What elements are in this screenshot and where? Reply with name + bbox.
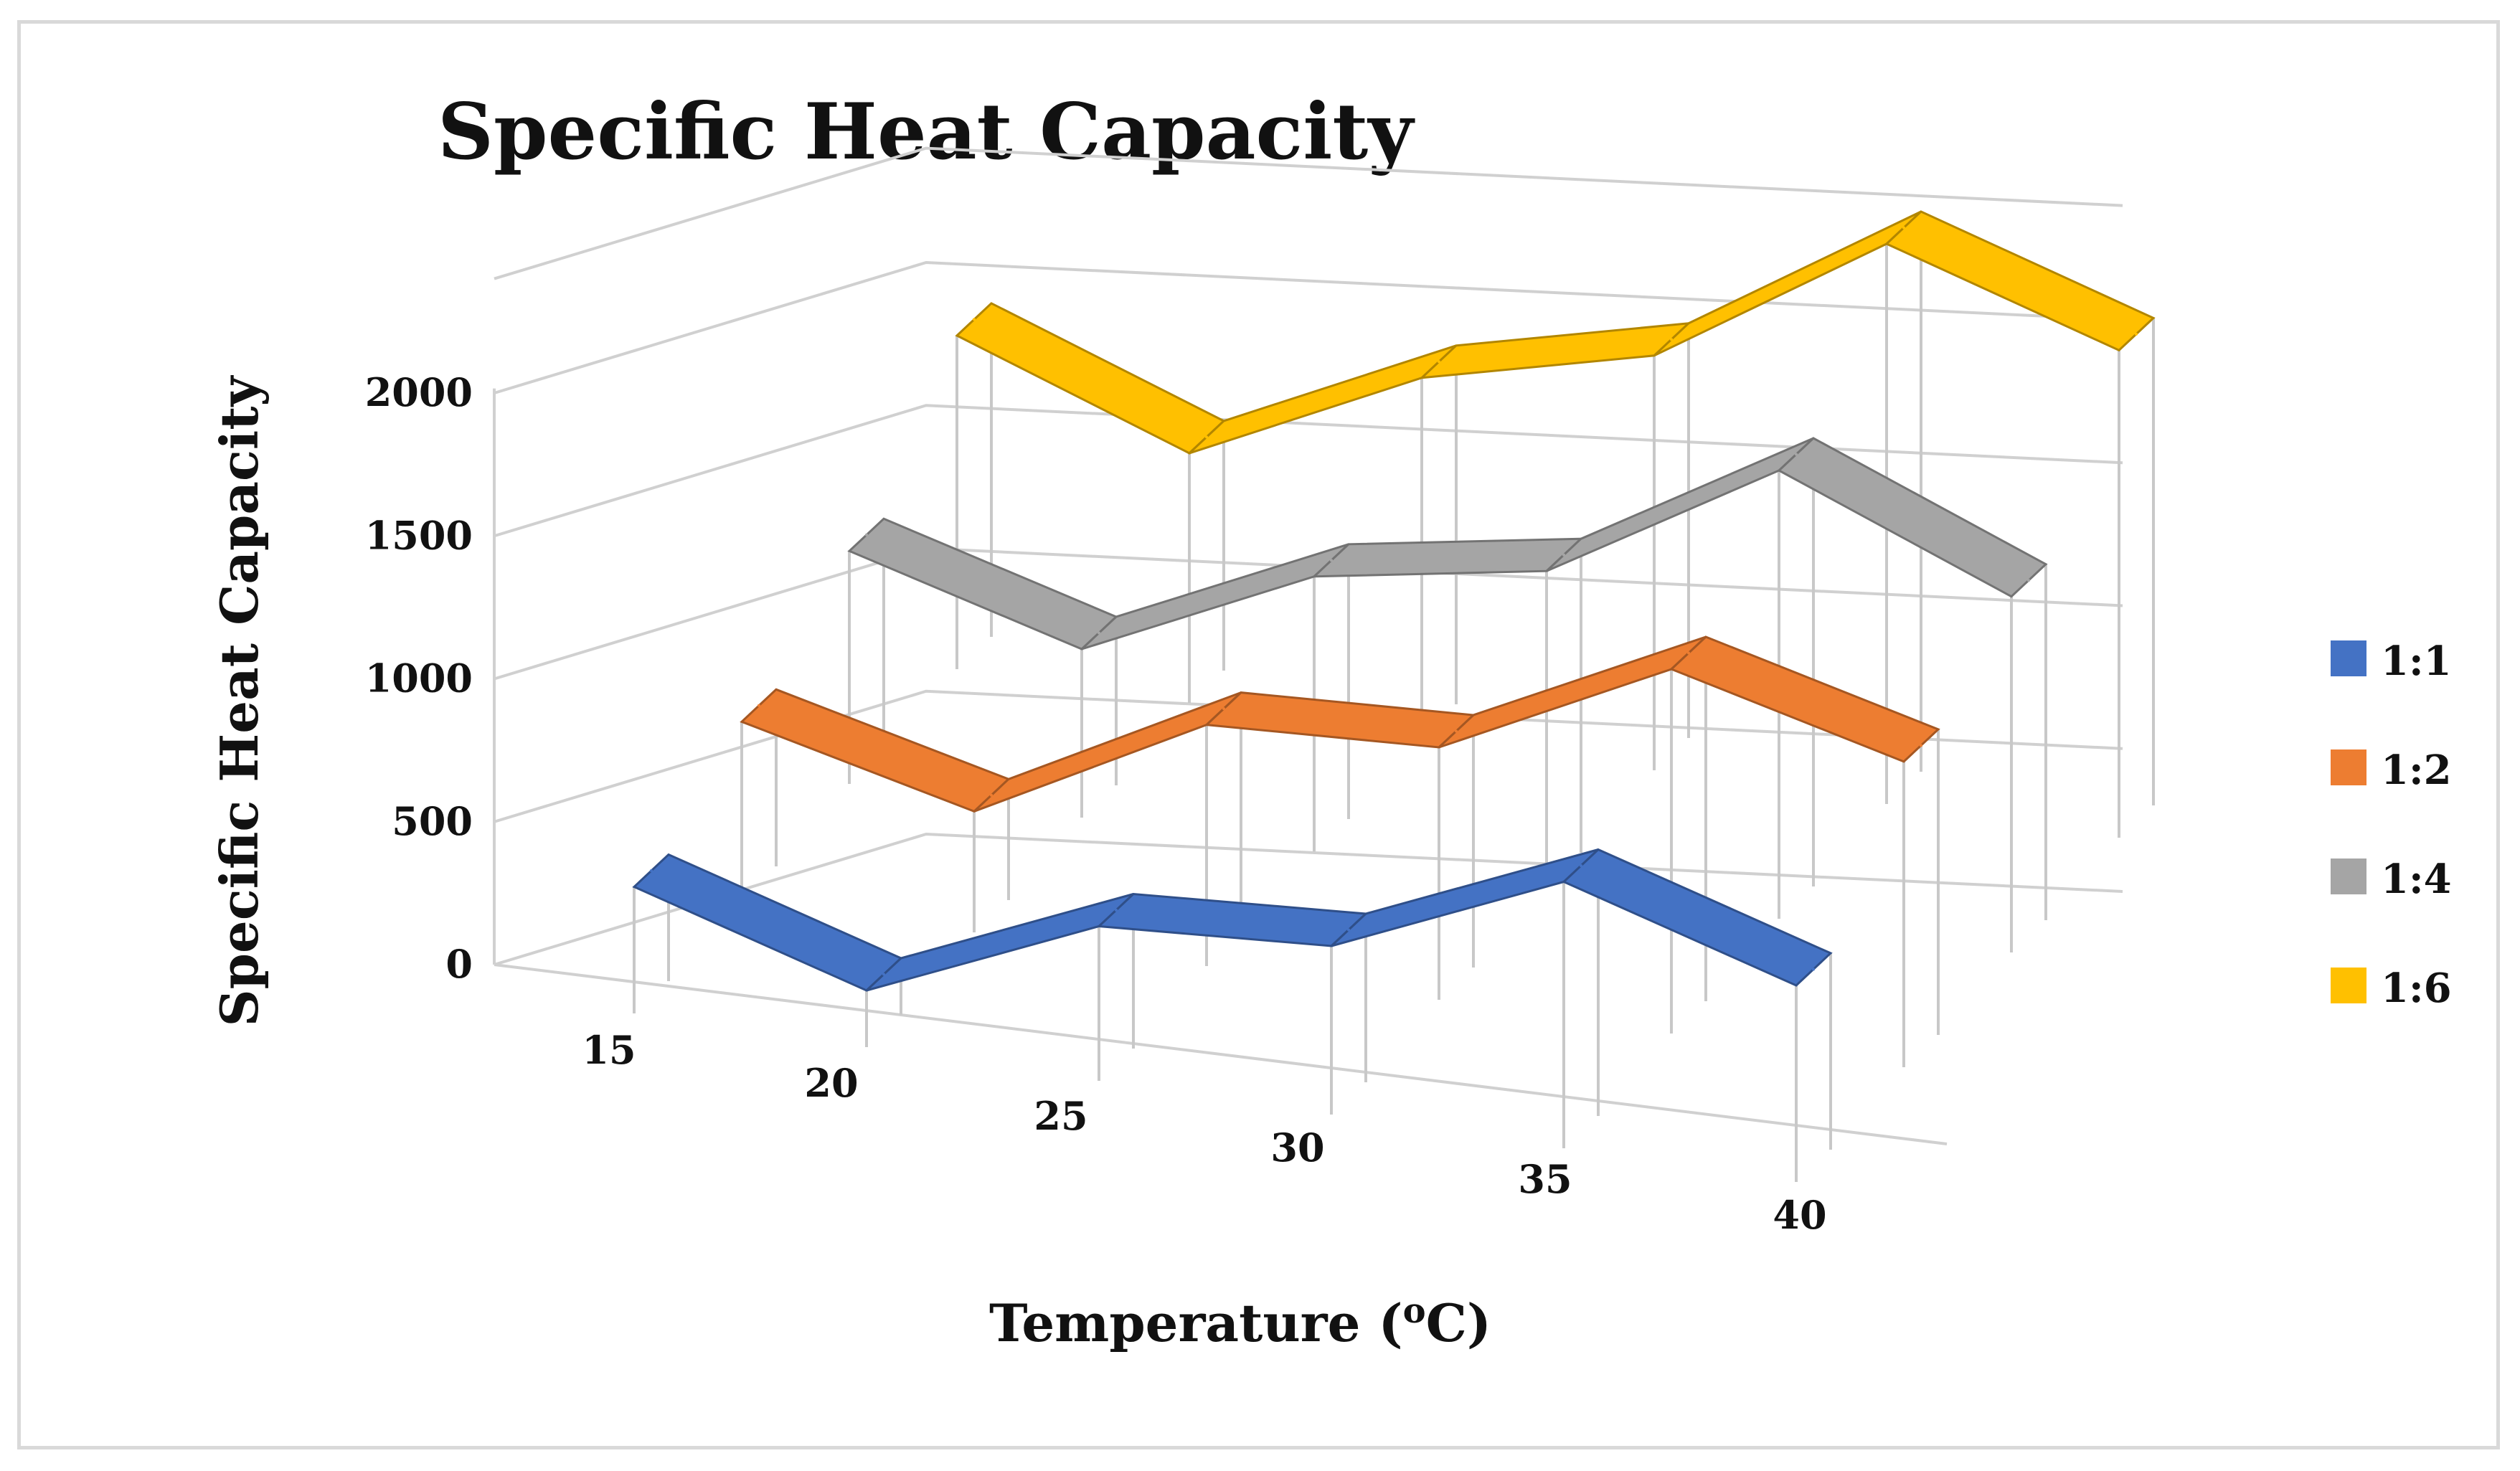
legend-swatch xyxy=(2331,859,2366,894)
series-layer xyxy=(632,210,2156,1182)
data-point xyxy=(1115,909,1118,912)
chart-title: Specific Heat Capacity xyxy=(438,87,1415,177)
x-axis-line xyxy=(494,963,1948,1145)
data-point xyxy=(882,973,885,976)
legend-label: 1:6 xyxy=(2381,965,2452,1012)
ribbon-segment xyxy=(973,691,1242,813)
series-1-1 xyxy=(632,848,1833,1182)
data-point xyxy=(1222,707,1225,711)
legend: 1:1 1:2 1:4 1:6 xyxy=(2331,638,2452,1012)
data-point xyxy=(1902,226,1905,230)
y-tick-label: 0 xyxy=(445,941,473,987)
ribbon-segment xyxy=(1884,210,2156,352)
ribbon-segment xyxy=(847,517,1118,651)
data-point xyxy=(2135,332,2138,336)
data-point xyxy=(973,318,976,321)
ribbon-segment xyxy=(1545,437,1815,572)
ribbon-segment xyxy=(1669,635,1940,763)
grid-layer xyxy=(493,146,2123,1145)
gridline xyxy=(494,404,2123,538)
y-tick-label: 1500 xyxy=(365,512,473,558)
gridline xyxy=(494,260,2123,394)
ribbon-segment xyxy=(1438,635,1707,749)
legend-swatch xyxy=(2331,749,2366,785)
x-axis-label-main: Temperature ( xyxy=(989,1292,1403,1353)
ribbon-segment xyxy=(1330,848,1600,947)
gridline xyxy=(494,832,2123,966)
gridline xyxy=(494,689,2123,823)
ribbon-segment xyxy=(955,302,1226,455)
ribbon-segment xyxy=(1311,537,1584,578)
y-tick-label: 1000 xyxy=(365,656,473,701)
data-point xyxy=(1812,968,1815,971)
x-tick-label: 35 xyxy=(1518,1156,1572,1202)
y-tick-label: 2000 xyxy=(365,369,473,415)
series-1-4 xyxy=(847,437,2048,952)
chart-frame: Specific Heat Capacity 0 500 1000 1500 2000 … xyxy=(17,20,2500,1449)
y-tick-labels: 0 500 1000 1500 2000 xyxy=(365,369,473,987)
y-tick-label: 500 xyxy=(392,798,473,844)
data-point xyxy=(1098,631,1100,635)
data-point xyxy=(1438,360,1440,364)
x-axis-label: Temperature (oC) xyxy=(989,1291,1491,1353)
data-point xyxy=(1670,338,1673,341)
data-point xyxy=(650,869,653,872)
x-axis-label-sup: o xyxy=(1403,1291,1426,1331)
data-point xyxy=(1920,744,1922,747)
ribbon-segment xyxy=(1188,344,1458,455)
x-axis-label-end: C) xyxy=(1426,1292,1491,1353)
legend-label: 1:2 xyxy=(2381,747,2452,794)
data-point xyxy=(990,793,993,797)
y-axis-label: Specific Heat Capacity xyxy=(209,375,270,1027)
data-point xyxy=(1455,729,1458,733)
data-point xyxy=(1330,559,1333,562)
data-point xyxy=(1687,651,1690,655)
ribbon-segment xyxy=(1204,691,1476,749)
x-tick-label: 40 xyxy=(1773,1192,1826,1238)
legend-swatch xyxy=(2331,640,2366,676)
data-point xyxy=(2027,579,2030,582)
legend-label: 1:4 xyxy=(2381,856,2452,903)
ribbon-segment xyxy=(1418,321,1692,379)
legend-swatch xyxy=(2331,968,2366,1003)
x-tick-label: 15 xyxy=(582,1027,636,1073)
ribbon-segment xyxy=(1096,892,1369,947)
x-tick-label: 25 xyxy=(1034,1093,1087,1139)
data-point xyxy=(1205,435,1208,439)
data-point xyxy=(865,533,868,536)
data-point xyxy=(1795,453,1798,456)
data-point xyxy=(1580,864,1582,867)
data-point xyxy=(1347,928,1350,932)
x-tick-label: 20 xyxy=(804,1060,858,1106)
data-point xyxy=(1562,553,1565,557)
ribbon-segment xyxy=(1777,437,2048,598)
ribbon-segment xyxy=(1653,210,1922,357)
ribbon-segment xyxy=(1080,543,1350,651)
x-tick-labels: 15 20 25 30 35 40 xyxy=(582,1027,1826,1238)
ribbon-segment xyxy=(1562,848,1833,987)
gridline-top xyxy=(494,146,2123,280)
chart-svg: Specific Heat Capacity 0500100015002000 … xyxy=(209,87,2452,1353)
data-point xyxy=(758,704,760,707)
x-tick-label: 30 xyxy=(1270,1125,1324,1170)
ribbon-segment xyxy=(865,893,1135,992)
ribbon-segment xyxy=(632,853,903,992)
series-1-2 xyxy=(740,635,1940,1067)
series-1-6 xyxy=(955,210,2156,838)
legend-label: 1:1 xyxy=(2381,638,2452,685)
